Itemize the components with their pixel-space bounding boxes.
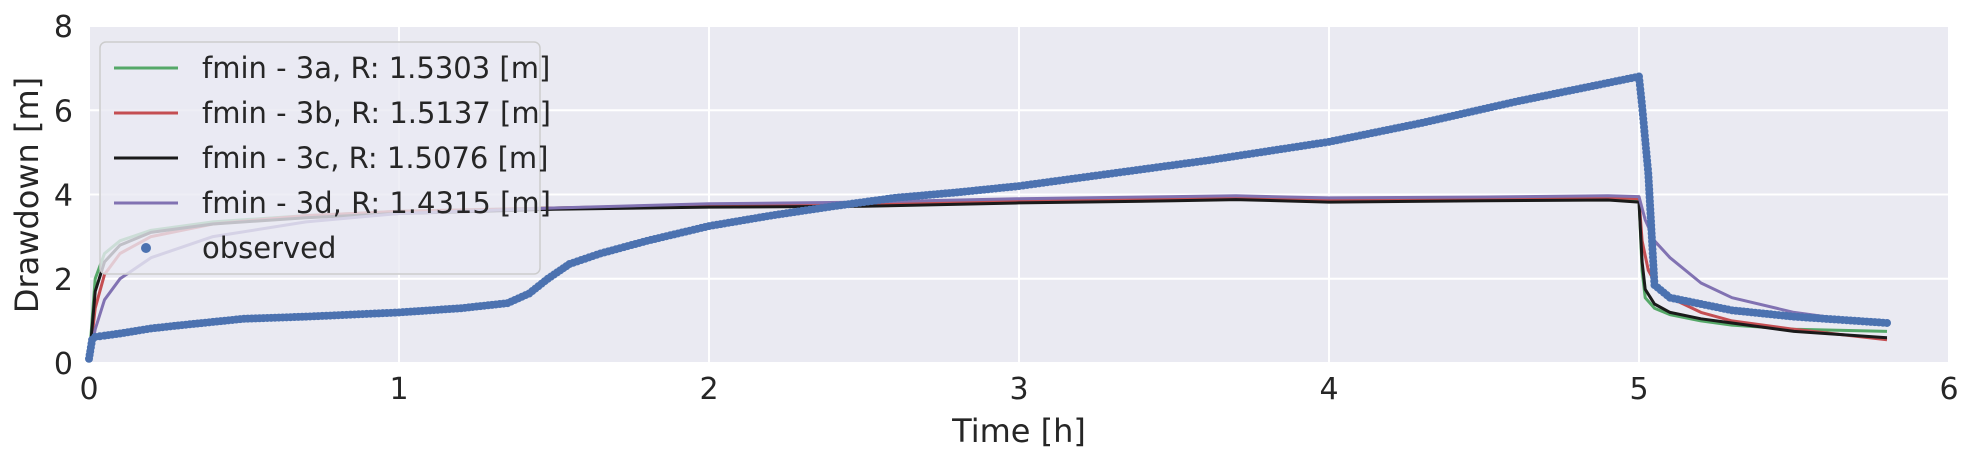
observed-points (85, 72, 1891, 363)
x-tick-label: 0 (79, 372, 98, 407)
legend-label-0: fmin - 3a, R: 1.5303 [m] (202, 51, 550, 85)
y-axis-label: Drawdown [m] (8, 77, 46, 313)
x-tick-label: 4 (1319, 372, 1338, 407)
x-tick-label: 3 (1009, 372, 1028, 407)
legend-label-2: fmin - 3c, R: 1.5076 [m] (202, 141, 548, 175)
x-tick-label: 2 (699, 372, 718, 407)
y-tick-label: 2 (54, 263, 73, 298)
legend-label-4: observed (202, 231, 336, 265)
legend-swatch-4 (141, 243, 151, 253)
y-tick-label: 6 (54, 94, 73, 129)
legend-box (99, 41, 541, 275)
legend-label-3: fmin - 3d, R: 1.4315 [m] (202, 186, 551, 220)
legend-label-1: fmin - 3b, R: 1.5137 [m] (202, 96, 551, 130)
x-tick-label: 5 (1629, 372, 1648, 407)
x-axis-label: Time [h] (951, 412, 1086, 450)
x-tick-label: 6 (1939, 372, 1958, 407)
y-tick-label: 4 (54, 179, 73, 214)
observed-point (1883, 318, 1891, 327)
x-tick-label: 1 (389, 372, 408, 407)
y-tick-label: 8 (54, 10, 73, 45)
y-tick-label: 0 (54, 347, 73, 382)
tick-labels: 0 1 2 3 4 5 6 0 2 4 6 8 (54, 10, 1959, 407)
legend: fmin - 3a, R: 1.5303 [m] fmin - 3b, R: 1.… (99, 41, 551, 275)
legend-items: fmin - 3a, R: 1.5303 [m] fmin - 3b, R: 1.… (114, 51, 551, 265)
